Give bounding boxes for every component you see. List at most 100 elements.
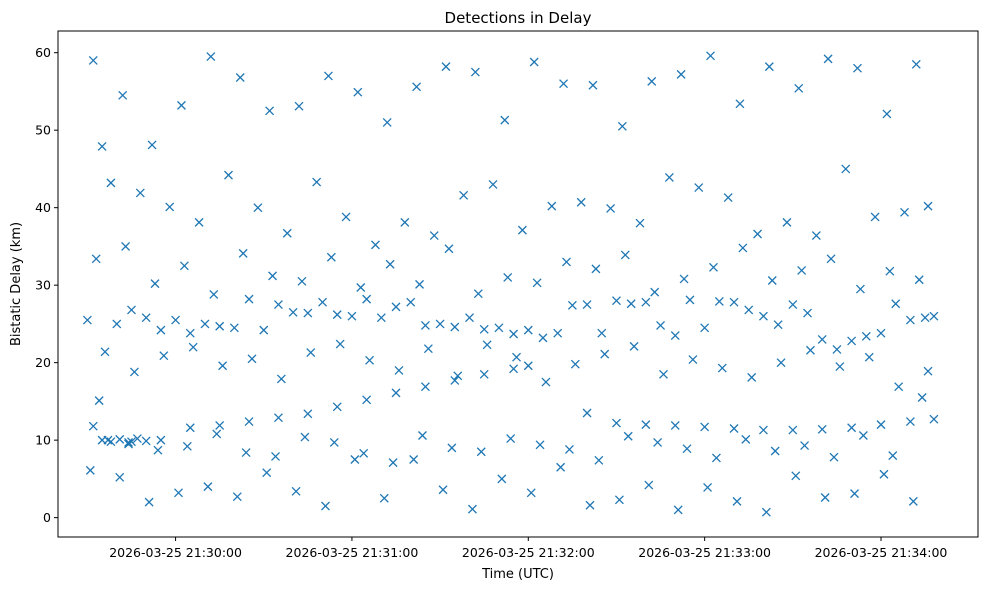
data-point <box>767 276 777 285</box>
data-point <box>900 207 909 217</box>
data-point <box>559 79 569 89</box>
data-point <box>711 453 721 463</box>
data-point <box>635 218 645 228</box>
data-point <box>244 294 254 304</box>
data-point <box>829 452 839 462</box>
data-point <box>761 507 771 517</box>
data-point <box>753 229 763 239</box>
data-point <box>538 333 548 343</box>
data-point <box>406 297 416 307</box>
data-point <box>115 434 125 444</box>
data-point <box>303 409 313 419</box>
data-point <box>82 315 92 325</box>
data-point <box>479 324 489 334</box>
data-point <box>332 402 342 412</box>
data-point <box>788 300 798 309</box>
data-point <box>614 495 624 505</box>
data-point <box>479 369 489 379</box>
data-point <box>500 115 510 125</box>
data-point <box>585 500 595 510</box>
data-point <box>94 396 104 406</box>
data-point <box>523 325 533 335</box>
x-axis-title: Time (UTC) <box>481 567 554 582</box>
data-point <box>694 183 704 192</box>
data-point <box>758 311 768 321</box>
data-point <box>438 485 448 495</box>
data-point <box>923 366 933 376</box>
data-point <box>688 355 698 365</box>
data-point <box>764 62 774 72</box>
data-point <box>732 496 742 506</box>
data-point <box>447 443 457 453</box>
y-tick-label: 0 <box>43 510 51 525</box>
data-point <box>370 240 380 250</box>
data-point <box>709 262 718 272</box>
data-point <box>653 438 663 447</box>
data-point <box>473 289 483 299</box>
data-point <box>359 448 369 458</box>
data-point <box>841 164 851 174</box>
data-point <box>329 438 339 447</box>
data-point <box>506 434 516 444</box>
data-point <box>747 372 757 382</box>
data-point <box>106 178 116 188</box>
data-point <box>876 328 886 338</box>
y-tick-label: 30 <box>35 278 51 293</box>
data-point <box>127 305 136 315</box>
x-tick-label: 2026-03-25 21:32:00 <box>462 545 595 560</box>
data-point <box>835 362 845 371</box>
x-tick-label: 2026-03-25 21:31:00 <box>286 545 419 560</box>
y-tick-label: 60 <box>35 45 51 60</box>
plot-frame <box>57 30 979 538</box>
data-point <box>450 322 460 332</box>
data-point <box>306 348 316 358</box>
data-point <box>564 444 574 454</box>
data-point <box>273 300 283 309</box>
data-point <box>356 283 366 292</box>
data-point <box>803 308 812 318</box>
data-point <box>124 438 134 447</box>
data-point <box>817 334 827 344</box>
data-point <box>744 305 754 315</box>
data-point <box>509 329 519 339</box>
data-point <box>729 297 739 307</box>
data-point <box>124 439 134 449</box>
data-point <box>429 231 439 241</box>
data-point <box>553 328 563 338</box>
data-point <box>385 259 395 269</box>
data-point <box>494 323 504 333</box>
data-point <box>265 106 275 116</box>
data-point <box>547 201 557 211</box>
data-point <box>905 315 915 325</box>
data-point <box>141 436 151 446</box>
data-point <box>797 265 807 275</box>
y-axis: 0 10 20 30 40 50 60 <box>35 45 58 525</box>
data-point <box>321 501 330 511</box>
data-point <box>467 504 477 514</box>
y-axis-title: Bistatic Delay (km) <box>9 222 24 346</box>
data-point <box>861 331 871 341</box>
data-point <box>908 496 918 506</box>
data-point <box>847 423 857 433</box>
data-point <box>203 482 213 492</box>
data-point <box>382 117 392 127</box>
data-point <box>526 488 536 498</box>
data-point <box>365 355 375 365</box>
data-point <box>776 358 786 368</box>
data-point <box>194 217 204 227</box>
data-point <box>700 422 710 432</box>
data-point <box>659 369 668 379</box>
data-point <box>156 435 166 445</box>
data-point <box>535 440 545 450</box>
data-point <box>773 320 783 330</box>
y-tick-label: 50 <box>35 123 51 138</box>
data-point <box>729 424 739 433</box>
data-point <box>882 109 892 119</box>
data-point <box>153 445 163 455</box>
data-point <box>738 243 748 253</box>
data-point <box>476 447 486 457</box>
data-point <box>394 365 404 375</box>
data-point <box>176 100 186 110</box>
data-point <box>282 228 292 238</box>
